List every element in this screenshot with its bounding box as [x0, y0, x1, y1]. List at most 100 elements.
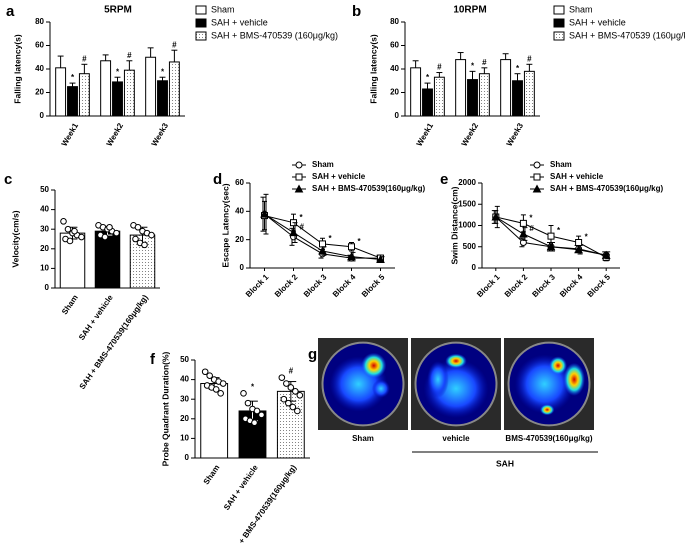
x-tick-label: Block 5	[586, 272, 613, 299]
data-point	[141, 241, 148, 249]
y-tick-label: 50	[180, 355, 189, 364]
data-point	[258, 411, 265, 419]
significance-mark: *	[116, 67, 120, 76]
data-point	[217, 390, 224, 397]
marker	[295, 173, 303, 181]
data-point	[64, 225, 72, 233]
x-tick-label: Block 3	[530, 272, 557, 299]
y-tick-label: 1000	[458, 221, 476, 230]
y-tick-label: 20	[180, 414, 189, 423]
y-tick-label: 0	[45, 283, 50, 292]
marker	[575, 239, 583, 246]
bar	[478, 73, 490, 117]
data-point	[244, 399, 252, 407]
significance-mark: #	[300, 223, 305, 232]
data-point	[280, 395, 288, 403]
bar	[422, 88, 433, 117]
significance-mark: #	[127, 51, 132, 60]
x-tick-label: Sham	[202, 463, 222, 486]
significance-mark: #	[82, 54, 87, 63]
y-tick-label: 80	[390, 17, 399, 26]
marker	[295, 161, 303, 169]
y-axis-label: Falling latency(s)	[368, 34, 378, 104]
legend-label: SAH + BMS-470539 (160μg/kg)	[569, 30, 685, 40]
bar	[157, 80, 168, 117]
significance-mark: *	[358, 237, 362, 246]
significance-mark: *	[557, 226, 561, 235]
data-point	[278, 374, 286, 381]
marker	[318, 246, 327, 255]
significance-mark: #	[527, 54, 532, 63]
panel-letter: f	[150, 351, 156, 368]
legend-label: Sham	[211, 4, 235, 14]
panel-letter: a	[6, 3, 15, 20]
bar	[467, 79, 478, 117]
y-tick-label: 10	[40, 264, 49, 273]
data-point	[253, 407, 261, 415]
y-axis-label: Escape Latency(sec)	[220, 183, 230, 267]
group-label: SAH	[496, 458, 514, 468]
bar	[433, 76, 445, 117]
data-point	[240, 390, 247, 397]
panel-letter: d	[213, 171, 222, 188]
image-label: BMS-470539(160μg/kg)	[505, 434, 592, 443]
bar	[455, 59, 467, 117]
x-tick-label: SAH + vehicle	[77, 293, 115, 342]
marker	[601, 250, 611, 259]
data-point	[283, 380, 290, 387]
significance-mark: *	[529, 213, 533, 222]
data-point	[101, 233, 109, 241]
x-tick-label: Week1	[415, 121, 436, 148]
panel-letter: c	[4, 171, 12, 188]
bar	[94, 230, 121, 289]
data-point	[294, 407, 301, 415]
x-tick-label: Week3	[150, 121, 171, 148]
y-tick-label: 30	[180, 394, 189, 403]
significance-mark: #	[482, 58, 487, 67]
image-label: Sham	[352, 434, 374, 443]
significance-mark: *	[329, 234, 333, 243]
data-point	[66, 237, 74, 245]
heat-blob	[445, 353, 467, 369]
y-tick-label: 1500	[458, 199, 476, 208]
panel-letter: b	[352, 3, 361, 20]
marker	[260, 209, 269, 218]
y-tick-label: 0	[472, 263, 477, 272]
x-tick-label: Week2	[105, 121, 126, 148]
y-tick-label: 40	[35, 64, 44, 73]
legend-label: Sham	[312, 160, 334, 169]
y-tick-label: 0	[240, 263, 245, 272]
x-tick-label: Week2	[460, 121, 481, 148]
significance-mark: *	[71, 73, 75, 82]
x-tick-label: Week3	[505, 121, 526, 148]
bar	[100, 60, 112, 117]
data-point	[292, 388, 299, 395]
legend-label: SAH + BMS-470539(160μg/kg)	[550, 184, 663, 193]
data-point	[201, 368, 209, 376]
significance-mark: *	[471, 61, 475, 70]
data-point	[289, 403, 297, 411]
y-tick-label: 0	[185, 453, 190, 462]
x-tick-label: SAH + BMS-470539(160μg/kg)	[78, 293, 150, 391]
data-point	[251, 419, 258, 427]
legend-label: Sham	[550, 160, 572, 169]
marker	[574, 245, 583, 254]
x-tick-label: SAH + BMS-470539(160μg/kg)	[226, 463, 298, 543]
significance-mark: *	[585, 233, 589, 242]
bar	[112, 81, 123, 117]
chart-title: 5RPM	[104, 5, 132, 16]
significance-mark: #	[437, 63, 442, 72]
marker	[519, 239, 527, 246]
heat-blob	[549, 356, 567, 375]
bar	[78, 73, 90, 117]
legend-swatch	[553, 18, 565, 28]
y-axis-label: Swim Distance(cm)	[449, 186, 459, 264]
y-tick-label: 40	[40, 205, 49, 214]
bar	[67, 86, 78, 117]
bar	[55, 67, 67, 117]
data-point	[206, 372, 213, 379]
x-tick-label: Sham	[60, 293, 80, 316]
y-tick-label: 40	[390, 64, 399, 73]
marker	[376, 254, 385, 263]
x-tick-label: Block 2	[503, 272, 530, 299]
